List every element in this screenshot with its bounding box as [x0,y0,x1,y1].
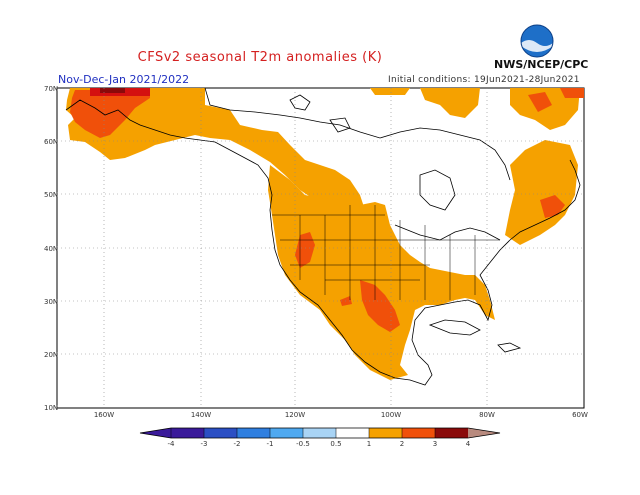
colorbar-label: -0.5 [296,440,310,448]
colorbar-label: -4 [168,440,176,448]
warm-region-alaska [66,88,365,210]
colorbar-label: 2 [400,440,404,448]
lat-label: 60N [44,138,58,146]
lon-label: 60W [572,411,588,419]
colorbar-label: -3 [201,440,208,448]
warm-region-northeast [505,140,578,245]
lon-label: 100W [381,411,401,419]
graticule [57,88,584,408]
lon-label: 120W [285,411,305,419]
colorbar-cell [369,428,402,438]
hot-region-mexico [360,280,400,332]
lat-labels: 70N 60N 50N 40N 30N 20N 10N [44,85,58,412]
lat-label: 30N [44,298,58,306]
lat-label: 10N [44,404,58,412]
forecast-period: Nov-Dec-Jan 2021/2022 [58,73,190,86]
lon-label: 160W [94,411,114,419]
colorbar-label: -2 [234,440,241,448]
map-title: CFSv2 seasonal T2m anomalies (K) [137,50,383,65]
colorbar-cell [237,428,270,438]
colorbar-cell [204,428,237,438]
colorbar-labels: -4 -3 -2 -1 -0.5 0.5 1 2 3 4 [168,440,471,448]
state-borders [272,205,500,300]
colorbar-label: -1 [267,440,274,448]
colorbar-cell [435,428,468,438]
colorbar-cell [171,428,204,438]
colorbar-label: 3 [433,440,437,448]
colorbar-cell [270,428,303,438]
colorbar [139,427,501,439]
colorbar-label: 0.5 [330,440,341,448]
warm-region-greenland [510,88,580,130]
initial-conditions: Initial conditions: 19Jun2021-28Jun2021 [388,75,580,85]
colorbar-cell [303,428,336,438]
colorbar-cell [140,428,171,438]
colorbar-label: 4 [466,440,471,448]
colorbar-cell [336,428,369,438]
lon-label: 140W [191,411,211,419]
lat-label: 50N [44,191,58,199]
coastlines [65,87,581,386]
colorbar-cell [402,428,435,438]
lat-label: 20N [44,351,58,359]
lon-label: 80W [479,411,495,419]
agency-label: NWS/NCEP/CPC [494,58,589,71]
colorbar-label: 1 [367,440,371,448]
noaa-logo-icon [520,24,554,58]
extreme-region-alaska [100,88,125,93]
hot-region-alaska [70,90,150,138]
warm-region-arctic [420,88,480,118]
lon-labels: 160W 140W 120W 100W 80W 60W [94,411,588,419]
lat-label: 70N [44,85,58,93]
colorbar-cell [468,428,500,438]
lat-label: 40N [44,245,58,253]
